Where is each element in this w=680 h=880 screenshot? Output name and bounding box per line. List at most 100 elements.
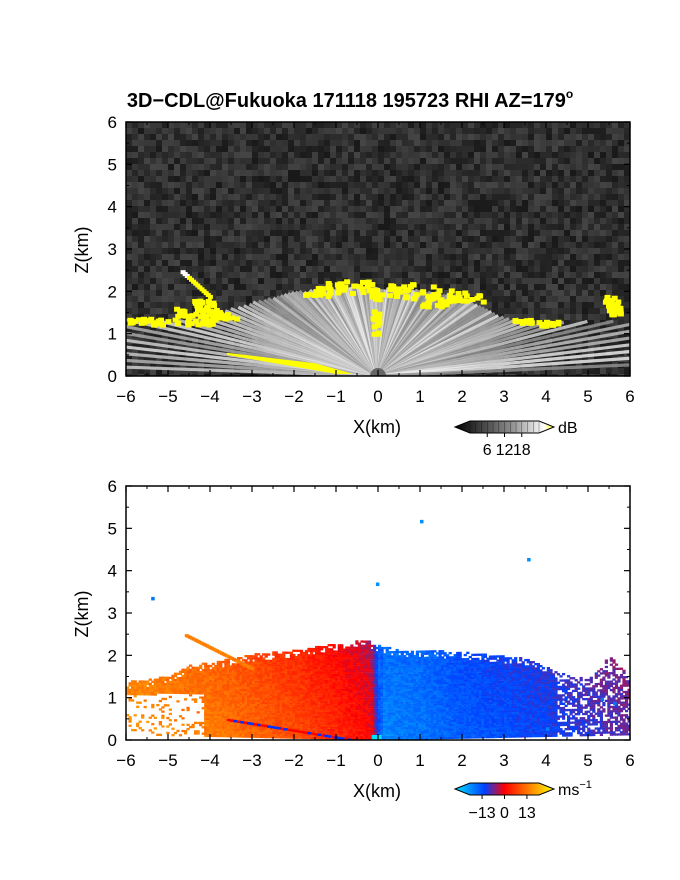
velocity-cell [186, 727, 190, 731]
snr-noise-cell [300, 218, 306, 224]
snr-noise-cell [324, 242, 330, 248]
snr-noise-cell [246, 266, 252, 272]
snr-noise-cell [540, 374, 546, 376]
snr-noise-cell [186, 284, 192, 290]
velocity-cell [221, 669, 225, 672]
snr-noise-cell [330, 140, 336, 146]
snr-noise-cell [324, 272, 330, 278]
snr-noise-cell [132, 206, 138, 212]
snr-noise-cell [504, 200, 510, 206]
velocity-cell [128, 690, 132, 694]
snr-noise-cell [576, 248, 582, 254]
snr-noise-cell [252, 296, 258, 302]
snr-noise-cell [612, 128, 618, 134]
snr-noise-cell [144, 248, 150, 254]
velocity-cell [171, 689, 175, 692]
snr-noise-cell [558, 374, 564, 376]
snr-noise-cell [576, 266, 582, 272]
snr-noise-cell [342, 248, 348, 254]
snr-noise-cell [204, 122, 210, 128]
snr-noise-cell [252, 164, 258, 170]
snr-noise-cell [444, 128, 450, 134]
snr-noise-cell [234, 158, 240, 164]
snr-noise-cell [552, 314, 558, 320]
snr-noise-cell [438, 128, 444, 134]
velocity-cell [221, 684, 225, 687]
snr-noise-cell [510, 212, 516, 218]
velocity-cell [178, 687, 183, 690]
snr-noise-cell [288, 140, 294, 146]
snr-noise-cell [132, 122, 138, 128]
velocity-cell [226, 690, 230, 693]
snr-noise-cell [552, 248, 558, 254]
snr-noise-cell [486, 236, 492, 242]
snr-noise-cell [618, 122, 624, 128]
snr-noise-cell [126, 296, 132, 302]
velocity-cell [209, 730, 213, 733]
snr-noise-cell [336, 140, 342, 146]
snr-noise-cell [456, 230, 462, 236]
snr-noise-cell [558, 296, 564, 302]
snr-noise-cell [546, 368, 552, 374]
snr-noise-cell [348, 278, 354, 284]
snr-high-echo-cell [379, 292, 386, 298]
snr-noise-cell [492, 308, 498, 314]
snr-noise-cell [306, 158, 312, 164]
snr-noise-cell [312, 140, 318, 146]
snr-noise-cell [216, 140, 222, 146]
snr-noise-cell [234, 260, 240, 266]
snr-high-echo-cell [200, 320, 207, 326]
snr-noise-cell [156, 206, 162, 212]
snr-noise-cell [390, 176, 396, 182]
snr-noise-cell [546, 158, 552, 164]
snr-noise-cell [234, 212, 240, 218]
snr-noise-cell [132, 188, 138, 194]
velocity-cell [234, 714, 238, 717]
snr-noise-cell [258, 224, 264, 230]
snr-noise-cell [420, 194, 426, 200]
snr-noise-cell [294, 134, 300, 140]
velocity-cell [211, 694, 215, 697]
snr-noise-cell [600, 206, 606, 212]
snr-noise-cell [588, 296, 594, 302]
snr-noise-cell [516, 218, 522, 224]
snr-noise-cell [534, 308, 540, 314]
snr-high-echo-cell [360, 290, 367, 296]
snr-noise-cell [456, 374, 462, 376]
snr-noise-cell [576, 218, 582, 224]
velocity-cell [206, 715, 210, 718]
snr-noise-cell [552, 230, 558, 236]
snr-noise-cell [258, 128, 264, 134]
snr-noise-cell [618, 140, 624, 146]
snr-noise-cell [222, 236, 228, 242]
snr-noise-cell [204, 134, 210, 140]
snr-noise-cell [606, 182, 612, 188]
velocity-cell [226, 663, 230, 666]
snr-noise-cell [228, 236, 234, 242]
snr-noise-cell [552, 224, 558, 230]
snr-noise-cell [444, 182, 450, 188]
snr-noise-cell [432, 206, 438, 212]
velocity-cell [148, 678, 152, 681]
velocity-cell [214, 677, 218, 680]
snr-noise-cell [576, 182, 582, 188]
snr-noise-cell [198, 212, 204, 218]
snr-noise-cell [216, 200, 222, 206]
velocity-cell [171, 674, 175, 677]
snr-noise-cell [612, 146, 618, 152]
snr-noise-cell [198, 290, 204, 296]
velocity-cell [163, 704, 167, 707]
snr-noise-cell [456, 164, 462, 170]
snr-noise-cell [156, 134, 162, 140]
snr-noise-cell [222, 188, 228, 194]
snr-noise-cell [228, 146, 234, 152]
snr-noise-cell [570, 302, 576, 308]
snr-noise-cell [432, 128, 438, 134]
snr-noise-cell [246, 158, 252, 164]
snr-noise-cell [342, 158, 348, 164]
snr-noise-cell [618, 272, 624, 278]
snr-noise-cell [426, 260, 432, 266]
snr-noise-cell [336, 260, 342, 266]
snr-noise-cell [264, 296, 270, 302]
snr-noise-cell [516, 284, 522, 290]
